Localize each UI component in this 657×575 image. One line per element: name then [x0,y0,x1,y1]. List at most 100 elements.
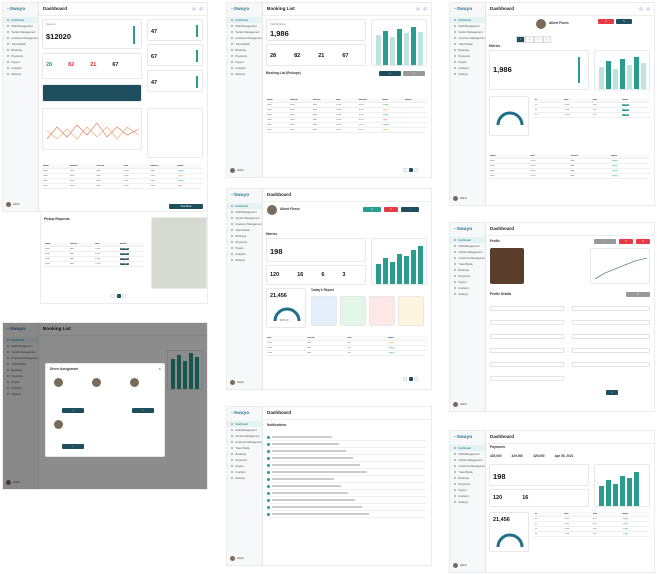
sidebar-item[interactable]: Settings [3,71,38,77]
sidebar-item[interactable]: Staff Management [450,451,485,457]
sidebar-item[interactable]: Staff Management [450,243,485,249]
sidebar-item[interactable]: Payments [3,53,38,59]
sidebar-item[interactable]: Settings [227,257,262,263]
notification-item[interactable] [267,434,427,441]
sidebar-item[interactable]: Staff Management [227,209,262,215]
notification-item[interactable] [267,441,427,448]
sidebar-item[interactable]: Payout [450,279,485,285]
more-button[interactable]: ✕ [636,239,650,244]
sidebar-item[interactable]: Staff Management [3,343,38,349]
sidebar-item[interactable]: Bookings [227,47,262,53]
sidebar-item[interactable]: Payout [227,245,262,251]
notification-item[interactable] [267,462,427,469]
form-field[interactable] [490,348,564,353]
filter-button[interactable]: ≡ [403,71,425,76]
sidebar-item[interactable]: Payout [227,59,262,65]
sidebar-item[interactable]: Vendor Management [450,457,485,463]
form-field[interactable] [490,306,564,311]
close-icon[interactable]: × [158,366,161,371]
sidebar-item[interactable]: Dashboard [450,17,485,23]
sidebar-item[interactable]: Travel Mode [450,41,485,47]
action-button[interactable]: ✎ [363,207,381,212]
sidebar-item[interactable]: Vendor Management [227,215,262,221]
search-icon[interactable] [192,7,196,11]
delete-button[interactable]: ✕ [619,239,633,244]
search-icon[interactable] [639,7,643,11]
notification-item[interactable] [267,504,427,511]
sidebar-item[interactable]: Payments [450,53,485,59]
assign-driver-button[interactable]: ✓ [62,408,84,413]
pagination[interactable] [403,168,418,172]
sidebar-item[interactable]: Staff Management [227,427,262,433]
edit-button[interactable]: ✎ [616,19,632,24]
notification-item[interactable] [267,497,427,504]
sidebar-item[interactable]: Payout [227,463,262,469]
form-field[interactable] [572,348,650,353]
sidebar-item[interactable]: Bookings [227,451,262,457]
form-field[interactable] [490,362,564,367]
form-field[interactable] [572,320,650,325]
notification-item[interactable] [267,511,427,518]
sidebar-item[interactable]: Customer Management [227,221,262,227]
sidebar-item[interactable]: Analytics [450,493,485,499]
assign-button[interactable]: + [379,71,401,76]
more-button[interactable]: ⋯ [401,207,419,212]
sidebar-item[interactable]: Dashboard [227,17,262,23]
sidebar-item[interactable]: Analytics [227,469,262,475]
delete-button[interactable]: ✕ [384,207,398,212]
notification-item[interactable] [267,490,427,497]
sidebar-item[interactable]: Payments [3,373,38,379]
form-field[interactable] [490,376,564,381]
sidebar-item[interactable]: Vendor Management [227,433,262,439]
form-field[interactable] [490,334,564,339]
notification-item[interactable] [267,455,427,462]
sidebar-item[interactable]: Payments [227,53,262,59]
sidebar-item[interactable]: Staff Management [227,23,262,29]
sidebar-item[interactable]: Staff Management [450,23,485,29]
sidebar-item[interactable]: Analytics [227,251,262,257]
sidebar-item[interactable]: Vendor Management [3,29,38,35]
sidebar-item[interactable]: Dashboard [227,203,262,209]
bell-icon[interactable] [646,7,650,11]
sidebar-item[interactable]: Travel Mode [3,41,38,47]
sidebar-item[interactable]: Dashboard [450,445,485,451]
sidebar-item[interactable]: Analytics [227,65,262,71]
sidebar-item[interactable]: Bookings [450,47,485,53]
sidebar-item[interactable]: Customer Management [227,439,262,445]
sidebar-item[interactable]: Dashboard [3,17,38,23]
sidebar-item[interactable]: Bookings [227,233,262,239]
sidebar-item[interactable]: Payments [227,457,262,463]
sidebar-item[interactable]: Vendor Management [227,29,262,35]
search-icon[interactable] [416,7,420,11]
form-field[interactable] [572,334,650,339]
notification-item[interactable] [267,476,427,483]
sidebar-item[interactable]: Analytics [3,65,38,71]
sidebar-item[interactable]: Travel Mode [227,227,262,233]
sidebar-item[interactable]: Travel Mode [450,469,485,475]
sidebar-item[interactable]: Bookings [3,367,38,373]
bell-icon[interactable] [423,7,427,11]
bell-icon[interactable] [199,7,203,11]
sidebar-item[interactable]: Payments [450,273,485,279]
sidebar-item[interactable]: Travel Mode [227,445,262,451]
delete-button[interactable]: ✕ [598,19,614,24]
sidebar-item[interactable]: Payments [450,481,485,487]
sidebar-item[interactable]: Vendor Management [450,29,485,35]
sidebar-item[interactable]: Payout [3,59,38,65]
sidebar-item[interactable]: Settings [450,71,485,77]
sidebar-item[interactable]: Vendor Management [3,349,38,355]
assign-driver-button[interactable]: ✓ [62,444,84,449]
sidebar-item[interactable]: Settings [227,475,262,481]
sidebar-item[interactable]: Analytics [3,385,38,391]
sidebar-item[interactable]: Settings [227,71,262,77]
sidebar-item[interactable]: Bookings [450,267,485,273]
sidebar-item[interactable]: Payout [450,487,485,493]
sidebar-item[interactable]: Bookings [450,475,485,481]
profile-tabs[interactable]: • • • • [516,36,552,43]
action-button[interactable]: ⋯ [594,239,616,244]
sidebar-item[interactable]: Travel Mode [3,361,38,367]
sidebar-item[interactable]: Customer Management [3,35,38,41]
sidebar-item[interactable]: Payout [3,379,38,385]
sidebar-item[interactable]: Dashboard [450,237,485,243]
sidebar-item[interactable]: Settings [450,291,485,297]
